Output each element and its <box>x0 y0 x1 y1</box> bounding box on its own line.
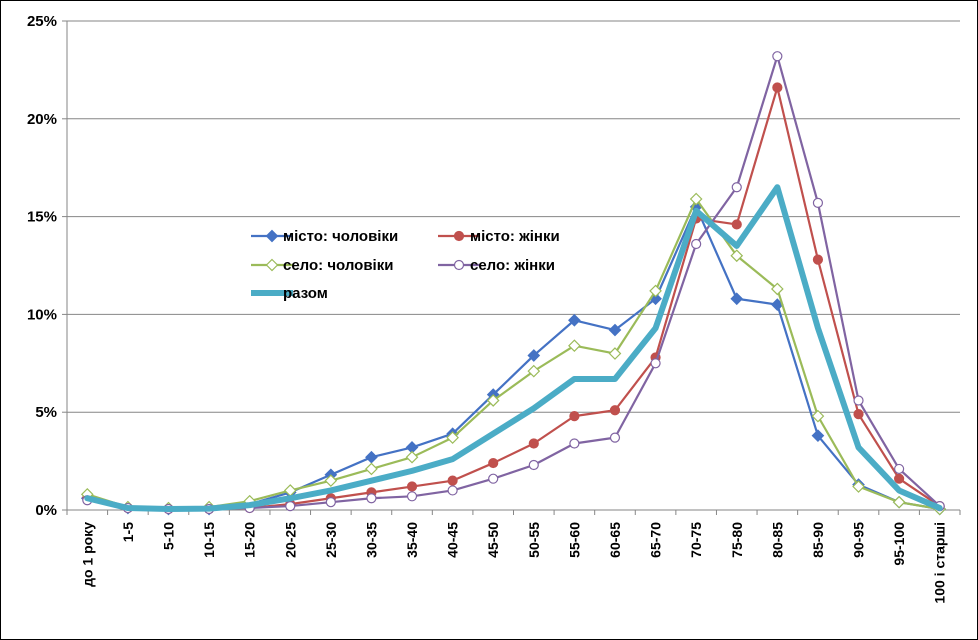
legend-label: місто: жінки <box>470 228 560 245</box>
x-tick-label: до 1 року <box>79 522 95 587</box>
data-point <box>812 254 824 265</box>
data-point <box>528 438 539 449</box>
x-tick-label: 20-25 <box>282 522 298 558</box>
x-tick-label: 70-75 <box>688 522 704 558</box>
x-tick-label: 10-15 <box>201 522 217 558</box>
data-point <box>569 411 580 422</box>
series-line <box>86 197 941 511</box>
data-point <box>527 364 541 378</box>
x-tick-label: 85-90 <box>810 522 826 558</box>
y-tick-label: 20% <box>27 111 57 128</box>
data-point <box>325 497 336 508</box>
data-point <box>285 500 296 512</box>
data-point <box>731 182 742 193</box>
legend-label: село: жінки <box>470 257 555 274</box>
legend: місто: чоловіки місто: жінки село: чоловік… <box>251 228 560 302</box>
series-group <box>80 51 947 516</box>
series-line <box>86 205 941 511</box>
y-tick-label: 0% <box>35 502 57 519</box>
data-point <box>528 459 539 471</box>
data-point <box>453 259 465 271</box>
x-tick-label: 30-35 <box>363 522 379 558</box>
data-point <box>265 258 279 272</box>
x-tick-label: 1-5 <box>120 522 136 542</box>
data-point <box>812 197 824 209</box>
data-point <box>853 409 864 420</box>
data-point <box>894 463 905 475</box>
x-tick-label: 50-55 <box>526 522 542 558</box>
y-tick-label: 5% <box>35 404 57 421</box>
y-tick-label: 25% <box>27 13 57 30</box>
series-line <box>84 184 943 513</box>
data-point <box>894 473 905 484</box>
data-point <box>892 495 906 509</box>
x-tick-label: 35-40 <box>404 522 420 558</box>
x-tick-label: 60-65 <box>607 522 623 558</box>
data-point <box>406 481 418 492</box>
series-line <box>86 55 941 511</box>
data-point <box>569 438 580 449</box>
data-point <box>447 485 458 496</box>
data-point <box>527 349 541 362</box>
x-tick-label: 65-70 <box>648 522 664 558</box>
data-point <box>853 395 864 406</box>
data-point <box>568 313 581 327</box>
data-point <box>365 450 378 464</box>
data-point <box>405 450 419 464</box>
y-axis-ticks: 0% 5% 10% 15% 20% 25% <box>27 13 57 519</box>
data-point <box>486 394 500 407</box>
data-point <box>453 230 465 242</box>
x-tick-label: 25-30 <box>323 522 339 558</box>
data-point <box>609 432 621 443</box>
data-point <box>608 323 622 337</box>
data-point <box>691 238 702 250</box>
x-tick-label: 55-60 <box>566 522 582 558</box>
data-point <box>731 219 742 230</box>
data-point <box>447 475 458 486</box>
x-tick-label: 90-95 <box>851 522 867 558</box>
legend-label: місто: чоловіки <box>283 228 398 245</box>
data-point <box>730 249 744 263</box>
x-tick-label: 75-80 <box>729 522 745 558</box>
data-point <box>406 491 418 502</box>
data-point <box>488 473 499 484</box>
data-point <box>730 292 744 306</box>
data-point <box>811 409 825 423</box>
x-tick-label: 40-45 <box>445 522 461 558</box>
data-point <box>488 457 499 469</box>
data-point <box>609 405 621 416</box>
data-point <box>772 51 783 62</box>
x-tick-label: 15-20 <box>242 522 258 558</box>
data-point <box>265 229 279 243</box>
data-point <box>650 358 661 369</box>
data-point <box>772 82 783 93</box>
x-tick-label: 95-100 <box>891 522 907 566</box>
x-tick-label: 45-50 <box>485 522 501 558</box>
x-tick-label: 100 і старші <box>932 522 948 604</box>
data-point <box>770 282 784 296</box>
data-point <box>689 192 703 206</box>
data-point <box>811 429 825 443</box>
data-point <box>365 462 378 476</box>
legend-label: село: чоловіки <box>283 257 393 274</box>
data-point <box>568 339 581 353</box>
data-point <box>324 474 338 488</box>
data-point <box>852 480 865 493</box>
data-point <box>649 284 662 298</box>
x-axis-ticks: до 1 року 1-5 5-10 10-15 15-20 20-25 25-30 30-3… <box>79 522 947 604</box>
data-point <box>446 431 459 444</box>
x-tick-label: 80-85 <box>769 522 785 558</box>
data-point <box>366 493 377 504</box>
y-tick-label: 10% <box>27 306 57 323</box>
legend-label: разом <box>283 285 328 302</box>
y-tick-label: 15% <box>27 209 57 226</box>
data-point <box>608 347 622 360</box>
x-tick-label: 5-10 <box>160 522 176 550</box>
